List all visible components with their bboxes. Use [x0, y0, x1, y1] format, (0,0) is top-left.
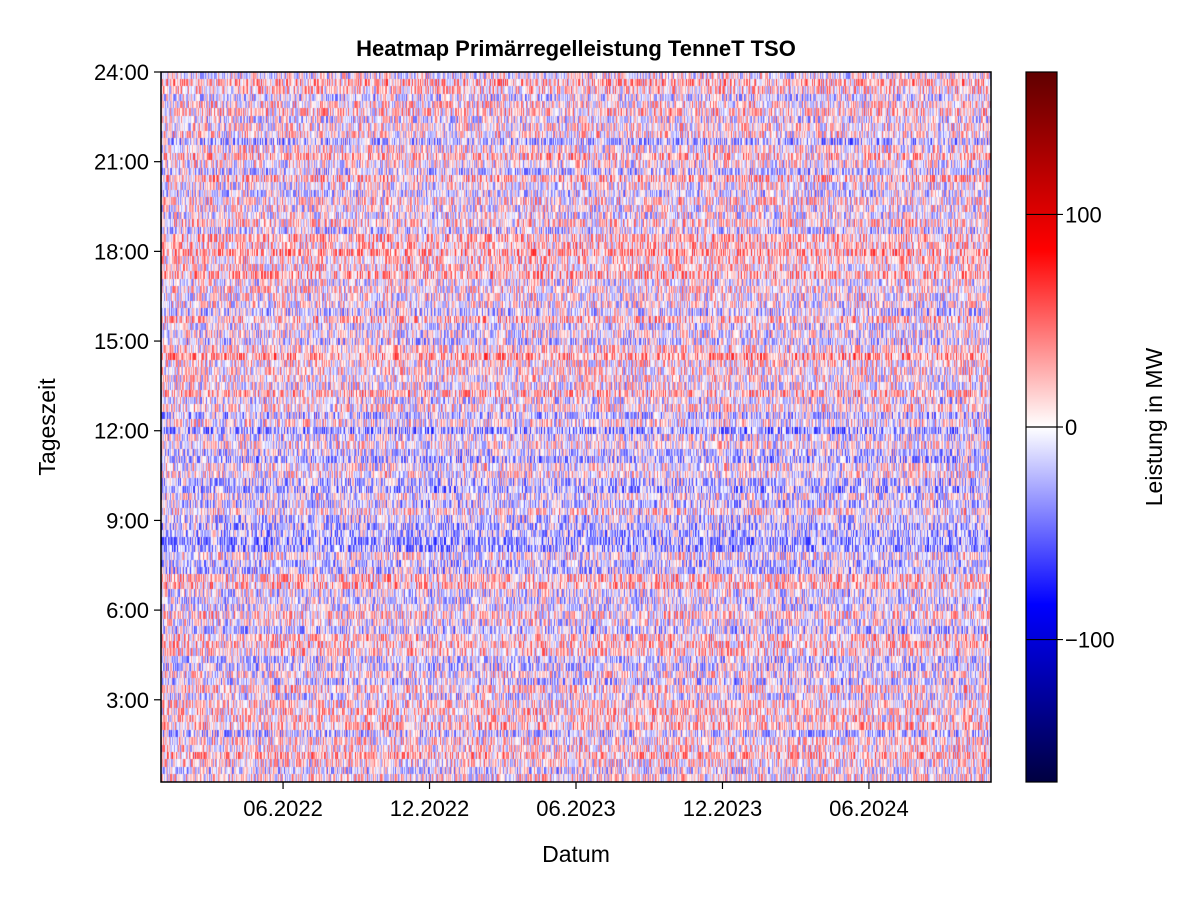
- y-axis-label: Tageszeit: [34, 378, 60, 476]
- y-tick-label: 15:00: [94, 329, 149, 354]
- y-tick-label: 3:00: [106, 688, 149, 713]
- y-tick-label: 9:00: [106, 508, 149, 533]
- colorbar: −100 0 100 Leistung in MW: [1025, 71, 1167, 783]
- colorbar-tick-label: −100: [1065, 628, 1115, 653]
- colorbar-tick-label: 0: [1065, 415, 1077, 440]
- x-tick-label: 06.2023: [536, 796, 616, 821]
- chart-title: Heatmap Primärregelleistung TenneT TSO: [356, 36, 796, 61]
- y-tick-label: 6:00: [106, 598, 149, 623]
- colorbar-label: Leistung in MW: [1141, 347, 1167, 506]
- heatmap-cells: [161, 72, 991, 782]
- x-tick-label: 06.2022: [243, 796, 323, 821]
- y-tick-label: 24:00: [94, 60, 149, 85]
- y-tick-label: 21:00: [94, 150, 149, 175]
- x-axis-label: Datum: [542, 841, 610, 867]
- colorbar-tick-label: 100: [1065, 202, 1102, 227]
- colorbar-ticks: −100 0 100: [1026, 202, 1115, 653]
- x-tick-label: 12.2023: [683, 796, 763, 821]
- x-tick-label: 12.2022: [390, 796, 470, 821]
- x-tick-label: 06.2024: [829, 796, 909, 821]
- y-axis: 3:00 6:00 9:00 12:00 15:00 18:00 21:00 24:00: [94, 60, 161, 713]
- heatmap-plot-area: [160, 71, 992, 783]
- x-axis: 06.2022 12.2022 06.2023 12.2023 06.2024: [243, 782, 909, 821]
- y-tick-label: 18:00: [94, 239, 149, 264]
- y-tick-label: 12:00: [94, 419, 149, 444]
